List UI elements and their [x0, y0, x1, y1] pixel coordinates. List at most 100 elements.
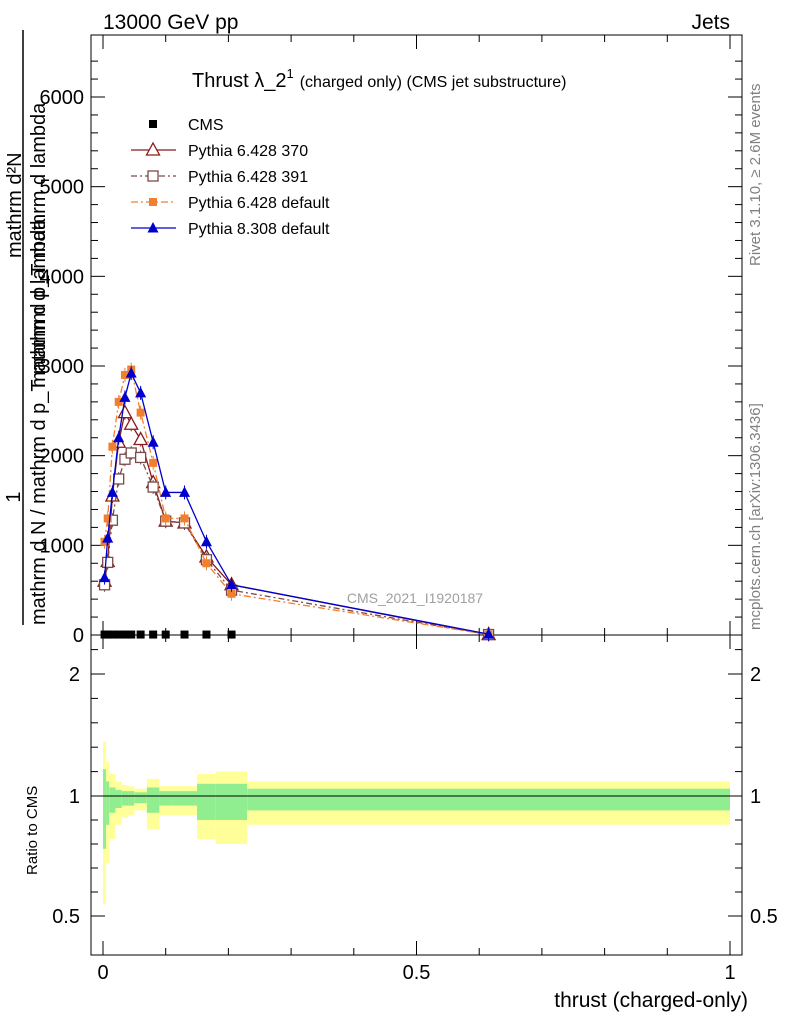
ratio-tick-label-right: 2 — [750, 664, 761, 686]
data-point — [179, 486, 191, 497]
data-point — [161, 630, 170, 639]
legend-label: CMS — [188, 117, 224, 134]
ylabel-bottom: mathrm d N / mathrm d p_T mathrm d lambd… — [28, 218, 50, 625]
ratio-band-inner — [106, 781, 110, 825]
series-1 — [96, 404, 497, 642]
ratio-band-inner — [159, 791, 172, 806]
legend-marker — [147, 222, 159, 233]
data-point — [202, 559, 211, 568]
y-tick-label: 3000 — [40, 356, 85, 378]
x-tick-label: 0.5 — [403, 962, 431, 984]
ratio-band-inner — [197, 783, 216, 820]
data-point — [114, 630, 123, 639]
ratio-tick-label-right: 1 — [750, 786, 761, 808]
legend-entry-3: Pythia 6.428 default — [131, 195, 330, 212]
data-point — [147, 481, 159, 493]
ylabel-middle: mathrm d p_T mathrm d lambda — [28, 102, 50, 388]
header-right: Jets — [691, 11, 730, 34]
data-point — [180, 630, 189, 639]
data-point — [120, 630, 129, 639]
ylabel-numerator: 1 — [3, 491, 25, 502]
data-point — [125, 367, 137, 378]
data-point — [147, 436, 159, 447]
ratio-ylabel: Ratio to CMS — [24, 786, 41, 875]
legend-entry-0: CMS — [149, 117, 224, 134]
y-tick-label: 2000 — [40, 446, 85, 468]
data-point — [161, 514, 170, 523]
legend-label: Pythia 6.428 391 — [188, 169, 308, 186]
ratio-band-inner — [121, 791, 129, 806]
ratio-band-inner — [109, 787, 116, 813]
header-left: 13000 GeV pp — [103, 11, 238, 34]
data-point — [160, 486, 172, 497]
data-point — [200, 535, 212, 547]
data-point — [135, 386, 147, 398]
ratio-tick-label: 1 — [69, 786, 80, 808]
legend-label: Pythia 6.428 default — [188, 195, 330, 212]
y-tick-label: 5000 — [40, 177, 85, 199]
data-point — [114, 397, 123, 406]
legend-label: Pythia 6.428 370 — [188, 143, 308, 160]
data-point — [103, 630, 112, 639]
data-point — [120, 370, 129, 379]
data-point — [117, 404, 133, 419]
data-point — [113, 473, 125, 485]
ratio-band-inner — [171, 791, 198, 806]
chart-title-rest: (charged only) (CMS jet substructure) — [300, 74, 567, 91]
legend-marker — [147, 170, 159, 182]
data-point — [227, 630, 236, 639]
data-point — [123, 415, 139, 430]
data-point — [133, 431, 149, 446]
series-2 — [98, 445, 495, 642]
legend-entry-1: Pythia 6.428 370 — [131, 141, 308, 160]
data-point — [149, 630, 158, 639]
data-point — [125, 447, 137, 459]
data-point — [119, 453, 131, 465]
data-point — [226, 578, 238, 590]
data-point — [149, 458, 158, 467]
data-point — [180, 514, 189, 523]
ratio-band-inner — [115, 789, 122, 808]
ratio-band-inner — [247, 788, 730, 811]
series-4 — [99, 366, 495, 642]
x-tick-label: 1 — [724, 962, 735, 984]
data-point — [119, 391, 131, 402]
data-point — [102, 532, 114, 543]
x-axis-label: thrust (charged-only) — [554, 989, 748, 1012]
data-point — [113, 431, 125, 443]
legend-marker — [145, 141, 161, 156]
x-tick-label: 0 — [97, 962, 108, 984]
data-point — [483, 628, 495, 639]
ratio-tick-label: 0.5 — [52, 906, 80, 928]
axes: 0 1000 2000 3000 4000 5000 6000 0 0.5 1 0.5 0.5 1 1 2 2 — [40, 35, 778, 984]
chart-title: Thrust λ_21 (charged only) (CMS jet subst… — [192, 66, 566, 92]
data-point — [202, 630, 211, 639]
data-point — [227, 589, 236, 598]
ratio-band-inner — [134, 792, 147, 804]
ratio-tick-label-right: 0.5 — [750, 906, 778, 928]
ratio-tick-label: 2 — [69, 664, 80, 686]
ratio-band-inner — [215, 783, 248, 820]
data-point — [102, 556, 114, 569]
legend: CMS Pythia 6.428 370 Pythia 6.428 391 Pythi… — [131, 117, 330, 238]
chart-title-main: Thrust λ_2 — [192, 70, 286, 92]
legend-entry-4: Pythia 8.308 default — [131, 221, 330, 238]
legend-marker — [149, 198, 157, 206]
data-point — [136, 630, 145, 639]
data-point — [106, 486, 118, 497]
data-point — [103, 514, 112, 523]
data-point — [134, 451, 147, 464]
legend-label: Pythia 8.308 default — [188, 221, 330, 238]
watermark: CMS_2021_I1920187 — [347, 590, 483, 606]
data-point — [136, 408, 145, 417]
data-point — [127, 630, 136, 639]
ratio-band-inner — [146, 787, 160, 813]
y-tick-label: 0 — [73, 625, 84, 647]
series-3 — [100, 362, 493, 642]
y-tick-label: 4000 — [40, 266, 85, 288]
mcplots-label: mcplots.cern.ch [arXiv:1306.3436] — [747, 403, 764, 630]
rivet-label: Rivet 3.1.10, ≥ 2.6M events — [747, 84, 764, 267]
chart-title-sup: 1 — [286, 66, 293, 81]
legend-marker — [149, 120, 157, 128]
